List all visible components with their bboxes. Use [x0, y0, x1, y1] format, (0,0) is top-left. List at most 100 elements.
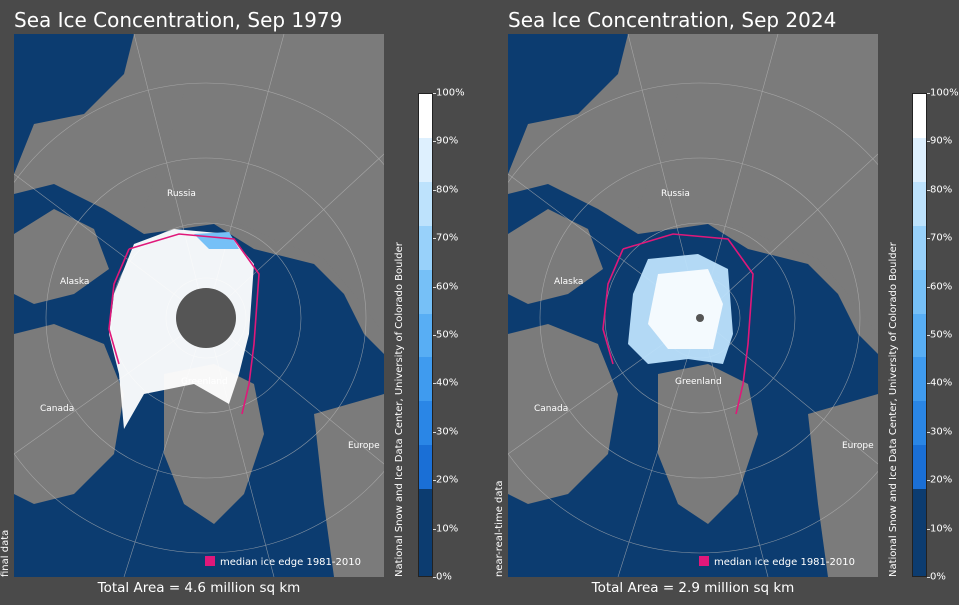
- legend-label: median ice edge 1981-2010: [220, 557, 361, 568]
- colorbar-segment: [913, 356, 926, 402]
- russia-landmass: [144, 34, 384, 334]
- colorbar-tick-label: 100%: [436, 87, 465, 99]
- label-europe: Europe: [842, 441, 874, 451]
- colorbar-tick: [927, 383, 930, 385]
- panel-1979: Sea Ice Concentration, Sep 1979: [0, 8, 465, 596]
- colorbar-tick-label: 20%: [930, 474, 953, 486]
- credit: National Snow and Ice Data Center, Unive…: [394, 242, 405, 577]
- colorbar-tick-label: 20%: [436, 474, 459, 486]
- colorbar-tick: [927, 431, 930, 433]
- polar-map: [14, 34, 384, 577]
- colorbar-segment: [419, 356, 432, 402]
- colorbar-segment: [419, 137, 432, 183]
- colorbar-tick: [433, 577, 436, 578]
- colorbar-segment: [913, 532, 926, 577]
- label-alaska: Alaska: [60, 277, 90, 287]
- colorbar-tick-label: 80%: [436, 184, 459, 196]
- colorbar-tick: [927, 238, 930, 240]
- colorbar-segment: [913, 269, 926, 314]
- colorbar-tick-label: 50%: [436, 329, 459, 341]
- map-svg: [508, 34, 878, 577]
- pole-hole: [176, 288, 236, 348]
- total-area: Total Area = 4.6 million sq km: [97, 580, 301, 596]
- colorbar-segment: [913, 400, 926, 446]
- pole-hole: [696, 314, 704, 322]
- legend-swatch: [205, 556, 215, 566]
- median-ice-edge: [108, 233, 260, 415]
- colorbar-tick: [433, 528, 436, 530]
- colorbar-segment: [913, 444, 926, 489]
- colorbar-tick-label: 50%: [930, 329, 953, 341]
- colorbar-tick: [927, 335, 930, 336]
- legend-label: median ice edge 1981-2010: [714, 557, 855, 568]
- legend: median ice edge 1981-2010: [205, 556, 361, 568]
- alaska-landmass: [14, 209, 109, 304]
- colorbar-tick-label: 10%: [930, 523, 953, 535]
- data-status: final data: [0, 529, 11, 577]
- colorbar-tick-label: 0%: [930, 571, 946, 583]
- legend: median ice edge 1981-2010: [699, 556, 855, 568]
- colorbar-tick: [433, 141, 436, 143]
- colorbar-tick-label: 100%: [930, 87, 959, 99]
- label-alaska: Alaska: [554, 277, 584, 287]
- colorbar-tick: [927, 286, 930, 288]
- colorbar-segment: [419, 225, 432, 270]
- colorbar-tick: [433, 431, 436, 433]
- colorbar-tick: [433, 286, 436, 288]
- colorbar-tick: [433, 383, 436, 385]
- colorbar-tick: [433, 238, 436, 240]
- colorbar-tick-label: 40%: [930, 377, 953, 389]
- panel-2024: Sea Ice Concentration, Sep 2024: [494, 0, 959, 605]
- colorbar-tick-label: 30%: [930, 426, 953, 438]
- label-europe: Europe: [348, 441, 380, 451]
- colorbar-tick-label: 70%: [436, 232, 459, 244]
- colorbar-tick: [927, 480, 930, 482]
- colorbar-tick-label: 60%: [930, 281, 953, 293]
- greenland-landmass: [658, 364, 758, 524]
- sea-ice: [648, 269, 723, 349]
- credit: National Snow and Ice Data Center, Unive…: [888, 242, 899, 577]
- colorbar-segment: [419, 400, 432, 446]
- colorbar-segment: [419, 94, 432, 139]
- canada-landmass: [14, 324, 124, 504]
- map-title: Sea Ice Concentration, Sep 1979: [14, 8, 343, 32]
- canada-landmass: [508, 324, 618, 504]
- colorbar-tick-label: 0%: [436, 571, 452, 583]
- colorbar-tick: [433, 480, 436, 482]
- colorbar-tick-label: 80%: [930, 184, 953, 196]
- colorbar-segment: [419, 488, 432, 533]
- colorbar-segment: [419, 313, 432, 358]
- colorbar-tick-label: 70%: [930, 232, 953, 244]
- label-canada: Canada: [534, 404, 569, 414]
- colorbar-segment: [419, 532, 432, 577]
- colorbar-tick: [927, 93, 930, 94]
- colorbar-tick: [927, 577, 930, 578]
- colorbar-segment: [419, 181, 432, 226]
- europe-landmass: [314, 394, 384, 577]
- colorbar: [418, 93, 433, 577]
- map-title: Sea Ice Concentration, Sep 2024: [508, 8, 837, 32]
- label-greenland: Greenland: [675, 377, 722, 387]
- label-greenland: Greenland: [181, 377, 228, 387]
- colorbar-tick-label: 30%: [436, 426, 459, 438]
- median-ice-edge: [602, 233, 754, 415]
- colorbar-tick-label: 40%: [436, 377, 459, 389]
- colorbar-segment: [913, 181, 926, 226]
- colorbar-tick: [927, 141, 930, 143]
- data-status: near-real-time data: [494, 480, 505, 577]
- map-svg: [14, 34, 384, 577]
- colorbar: [912, 93, 927, 577]
- label-russia: Russia: [661, 189, 690, 199]
- colorbar-segment: [913, 137, 926, 183]
- colorbar-segment: [419, 269, 432, 314]
- total-area: Total Area = 2.9 million sq km: [591, 580, 795, 596]
- colorbar-tick: [433, 93, 436, 94]
- colorbar-tick-label: 10%: [436, 523, 459, 535]
- colorbar-tick-label: 90%: [436, 135, 459, 147]
- colorbar-tick-label: 90%: [930, 135, 953, 147]
- alaska-landmass: [508, 209, 603, 304]
- russia-landmass: [638, 34, 878, 334]
- arctic-ocean: [508, 34, 628, 174]
- polar-map: [508, 34, 878, 577]
- colorbar-tick: [927, 528, 930, 530]
